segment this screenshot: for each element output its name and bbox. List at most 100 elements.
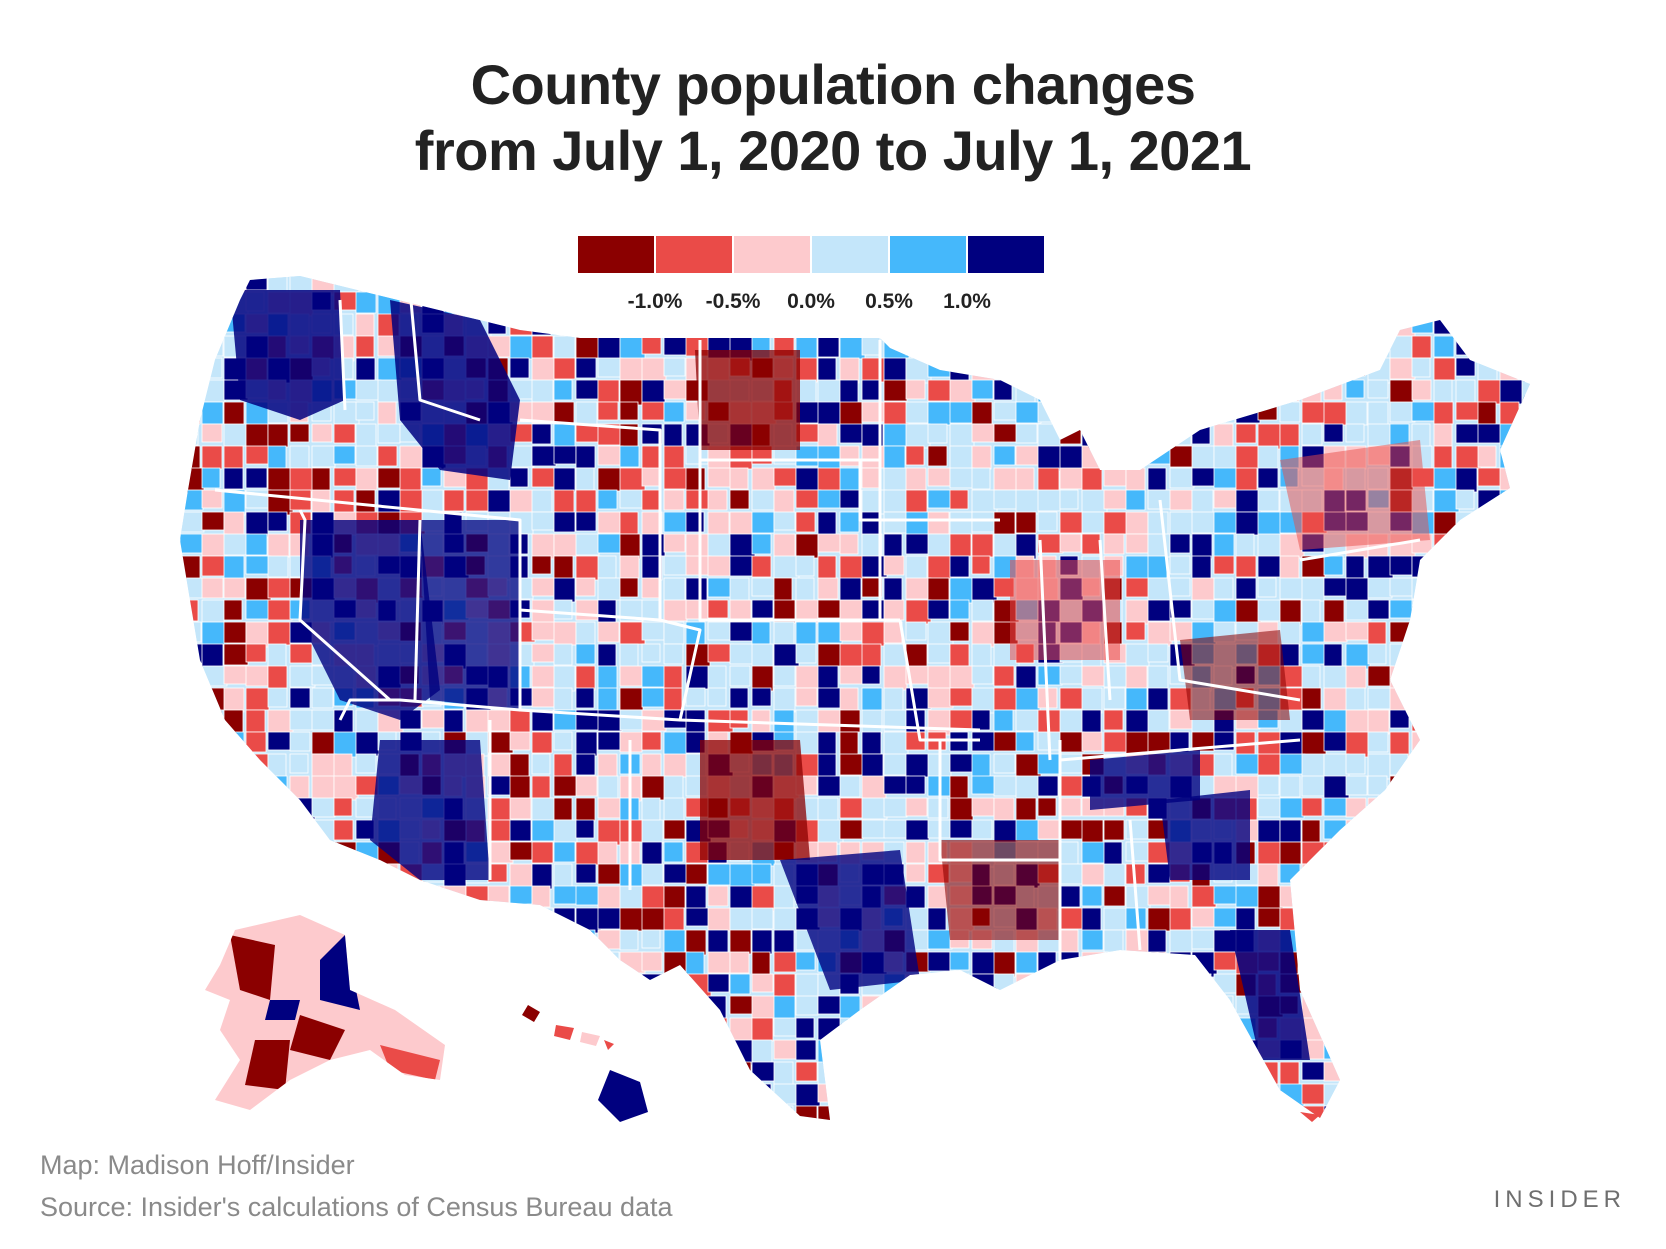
county-cell [1103, 467, 1127, 487]
county-cell [201, 599, 225, 626]
county-cell [861, 379, 881, 401]
county-cell [311, 1083, 338, 1105]
county-cell [839, 533, 859, 555]
county-cell [1301, 401, 1328, 424]
county-cell [1411, 951, 1435, 977]
county-cell [1521, 973, 1530, 1000]
county-cell [1455, 276, 1478, 295]
county-cell [1147, 929, 1167, 955]
county-cell [795, 1105, 818, 1120]
county-cell [729, 555, 753, 577]
county-cell [619, 709, 645, 731]
county-cell [1521, 819, 1530, 841]
county-cell [1367, 775, 1388, 796]
county-cell [971, 599, 994, 622]
county-cell [1433, 401, 1454, 425]
county-cell [333, 276, 360, 293]
county-cell [1235, 555, 1257, 578]
county-cell [685, 951, 705, 978]
county-cell [355, 335, 375, 358]
county-cell [1015, 951, 1038, 974]
county-cell [971, 467, 991, 490]
county-cell [1455, 577, 1480, 598]
county-cell [993, 1083, 1019, 1105]
county-cell [1147, 599, 1171, 622]
county-cell [817, 379, 844, 405]
county-cell [949, 643, 970, 667]
county-cell [729, 621, 756, 642]
county-cell [1169, 357, 1189, 380]
county-cell [531, 643, 557, 663]
county-cell [1301, 577, 1325, 602]
county-cell [223, 797, 248, 821]
county-cell [1455, 599, 1475, 623]
county-cell [619, 643, 639, 670]
county-cell [443, 291, 468, 316]
county-cell [1323, 577, 1349, 597]
county-cell [1147, 467, 1167, 491]
county-cell [1015, 445, 1041, 466]
county-cell [1521, 687, 1530, 707]
county-cell [223, 885, 243, 906]
county-cell [1301, 643, 1327, 665]
county-cell [751, 929, 773, 955]
county-cell [1279, 1061, 1300, 1087]
county-cell [553, 555, 574, 580]
county-cell [905, 1039, 926, 1063]
county-cell [1059, 1061, 1080, 1085]
county-cell [773, 665, 796, 687]
county-cell [465, 1017, 490, 1040]
county-cell [575, 973, 600, 996]
county-cell [201, 665, 228, 687]
county-cell [1323, 1061, 1350, 1082]
county-cell [949, 291, 975, 312]
county-cell [641, 313, 662, 335]
county-cell [1477, 445, 1497, 468]
county-cell [246, 1128, 267, 1152]
county-cell [642, 1128, 667, 1150]
county-cell [1323, 335, 1347, 356]
county-cell [729, 1017, 755, 1044]
county-cell [663, 841, 684, 863]
county-cell [773, 467, 797, 487]
county-cell [1499, 489, 1520, 514]
county-cell [1103, 313, 1123, 337]
county-cell [355, 1061, 382, 1081]
county-cell [1257, 313, 1280, 334]
county-cell [1169, 1105, 1192, 1120]
county-cell [971, 753, 991, 779]
county-cell [729, 511, 753, 536]
county-cell [751, 1061, 776, 1082]
county-cell [1323, 863, 1345, 888]
county-cell [1455, 1017, 1475, 1043]
county-cell [1544, 1084, 1569, 1106]
county-cell [597, 841, 618, 866]
county-cell [1367, 599, 1390, 620]
county-cell [1521, 907, 1530, 930]
county-cell [553, 995, 578, 1021]
county-cell [664, 1128, 688, 1151]
county-cell [641, 885, 665, 911]
county-cell [1411, 291, 1436, 311]
county-cell [707, 995, 727, 1020]
county-cell [1499, 731, 1524, 755]
county-cell [619, 1039, 641, 1066]
county-cell [1411, 709, 1437, 732]
county-cell [1257, 863, 1279, 890]
county-cell [1169, 533, 1191, 554]
county-cell [1367, 665, 1392, 687]
county-cell [421, 709, 448, 729]
county-cell [839, 313, 865, 336]
county-cell [1455, 1061, 1480, 1084]
county-cell [1015, 335, 1036, 357]
county-cell [817, 276, 839, 294]
county-cell [1059, 687, 1086, 710]
county-cell [267, 665, 288, 692]
county-cell [1455, 973, 1477, 996]
county-cell [1411, 797, 1436, 824]
county-cell [201, 423, 223, 443]
county-cell [1059, 445, 1086, 471]
county-cell [245, 753, 269, 779]
county-cell [245, 533, 268, 556]
county-cell [663, 1061, 690, 1081]
